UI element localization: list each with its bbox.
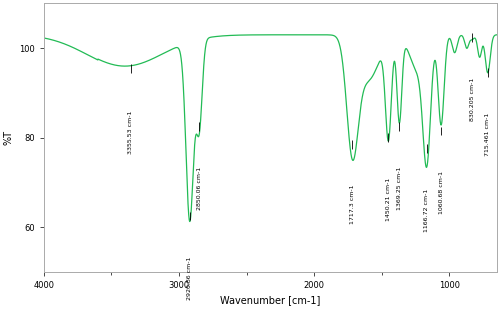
X-axis label: Wavenumber [cm-1]: Wavenumber [cm-1] — [220, 295, 320, 306]
Text: 2850.06 cm-1: 2850.06 cm-1 — [196, 167, 202, 210]
Text: 1717.3 cm-1: 1717.3 cm-1 — [350, 185, 355, 224]
Text: 830.205 cm-1: 830.205 cm-1 — [470, 77, 474, 121]
Text: 1166.72 cm-1: 1166.72 cm-1 — [424, 189, 429, 232]
Y-axis label: %T: %T — [4, 130, 14, 145]
Text: 1450.21 cm-1: 1450.21 cm-1 — [386, 178, 391, 221]
Text: 1369.25 cm-1: 1369.25 cm-1 — [397, 167, 402, 210]
Text: 3355.53 cm-1: 3355.53 cm-1 — [128, 111, 134, 154]
Text: 2920.86 cm-1: 2920.86 cm-1 — [187, 256, 192, 300]
Text: 715.461 cm-1: 715.461 cm-1 — [485, 113, 490, 156]
Text: 1060.68 cm-1: 1060.68 cm-1 — [438, 171, 444, 214]
